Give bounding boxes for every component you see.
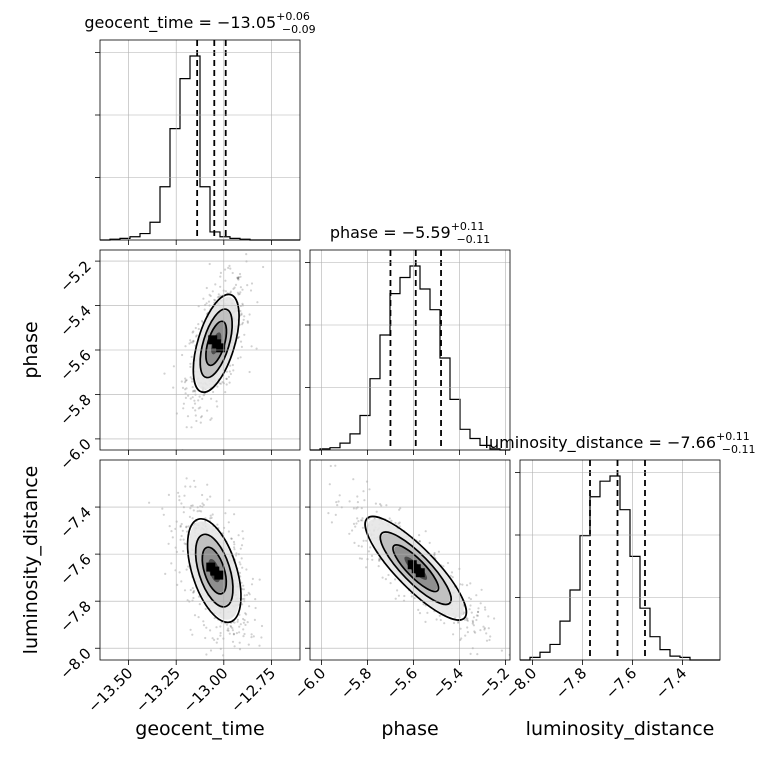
yaxis-label-luminosity-distance: luminosity_distance bbox=[20, 466, 42, 655]
xtick-label-phase-3: −5.4 bbox=[429, 664, 467, 702]
xtick-label-geocent-time-1: −13.25 bbox=[132, 664, 184, 716]
panel-4-peak-2 bbox=[210, 566, 220, 576]
hist-title-phase: phase = −5.59+0.11 −0.11 bbox=[330, 220, 490, 246]
panel-4-contour-0 bbox=[186, 517, 242, 624]
xaxis-label-luminosity-distance: luminosity_distance bbox=[526, 718, 715, 740]
xtick-label-phase-2: −5.6 bbox=[383, 664, 421, 702]
ytick-label-phase-1: −5.8 bbox=[56, 391, 94, 429]
xaxis-label-phase: phase bbox=[381, 718, 438, 740]
ytick-label-luminosity-distance-1: −7.8 bbox=[56, 597, 94, 635]
hist-geocent_time-bars bbox=[100, 55, 300, 241]
hist-luminosity_distance bbox=[520, 460, 720, 661]
panel-4-frame bbox=[99, 459, 301, 661]
panel-3-peak-2 bbox=[212, 339, 222, 349]
hist-geocent_time bbox=[100, 40, 300, 241]
xtick-label-geocent-time-0: −13.50 bbox=[84, 664, 136, 716]
panel-luminosity_distance-vs-geocent_time bbox=[148, 477, 264, 657]
panel-phase-vs-geocent_time bbox=[163, 253, 265, 450]
panel-4-contour-1 bbox=[194, 533, 234, 608]
ytick-label-phase-4: −5.2 bbox=[56, 257, 94, 295]
xtick-label-luminosity-distance-0: −8.0 bbox=[502, 664, 540, 702]
panel-3-contour-2 bbox=[205, 320, 228, 367]
panel-5-frame bbox=[309, 459, 511, 661]
hist-geocent_time-frame bbox=[99, 39, 301, 241]
hist-title-geocent_time: geocent_time = −13.05+0.06 −0.09 bbox=[84, 10, 315, 36]
xtick-label-phase-1: −5.8 bbox=[337, 664, 375, 702]
panel-3-contour-0 bbox=[192, 293, 240, 394]
xtick-label-phase-0: −6.0 bbox=[291, 664, 329, 702]
hist-luminosity_distance-bars bbox=[520, 475, 720, 661]
ytick-label-phase-2: −5.6 bbox=[56, 346, 94, 384]
hist-phase bbox=[310, 250, 510, 451]
hist-phase-bars bbox=[310, 265, 510, 451]
xtick-label-luminosity-distance-2: −7.6 bbox=[602, 664, 640, 702]
yaxis-label-phase: phase bbox=[20, 321, 42, 378]
ytick-label-phase-3: −5.4 bbox=[56, 302, 94, 340]
panel-luminosity_distance-vs-phase bbox=[315, 460, 510, 660]
xaxis-label-geocent-time: geocent_time bbox=[135, 718, 264, 740]
panel-5-contour-2 bbox=[392, 544, 440, 593]
hist-luminosity_distance-frame bbox=[519, 459, 721, 661]
panel-3-contour-1 bbox=[199, 308, 234, 379]
ytick-label-luminosity-distance-3: −7.4 bbox=[56, 503, 94, 541]
hist-title-luminosity_distance: luminosity_distance = −7.66+0.11 −0.11 bbox=[485, 430, 756, 456]
panel-3-frame bbox=[99, 249, 301, 451]
panel-5-contour-1 bbox=[379, 531, 452, 606]
xtick-label-geocent-time-2: −13.00 bbox=[180, 664, 232, 716]
xtick-label-luminosity-distance-1: −7.8 bbox=[552, 664, 590, 702]
hist-phase-frame bbox=[309, 249, 511, 451]
xtick-label-geocent-time-3: −12.75 bbox=[227, 664, 279, 716]
xtick-label-luminosity-distance-3: −7.4 bbox=[652, 664, 690, 702]
ytick-label-phase-0: −6.0 bbox=[56, 435, 94, 473]
ytick-label-luminosity-distance-0: −8.0 bbox=[56, 644, 94, 682]
panel-5-peak-2 bbox=[411, 564, 421, 574]
ytick-label-luminosity-distance-2: −7.6 bbox=[56, 550, 94, 588]
